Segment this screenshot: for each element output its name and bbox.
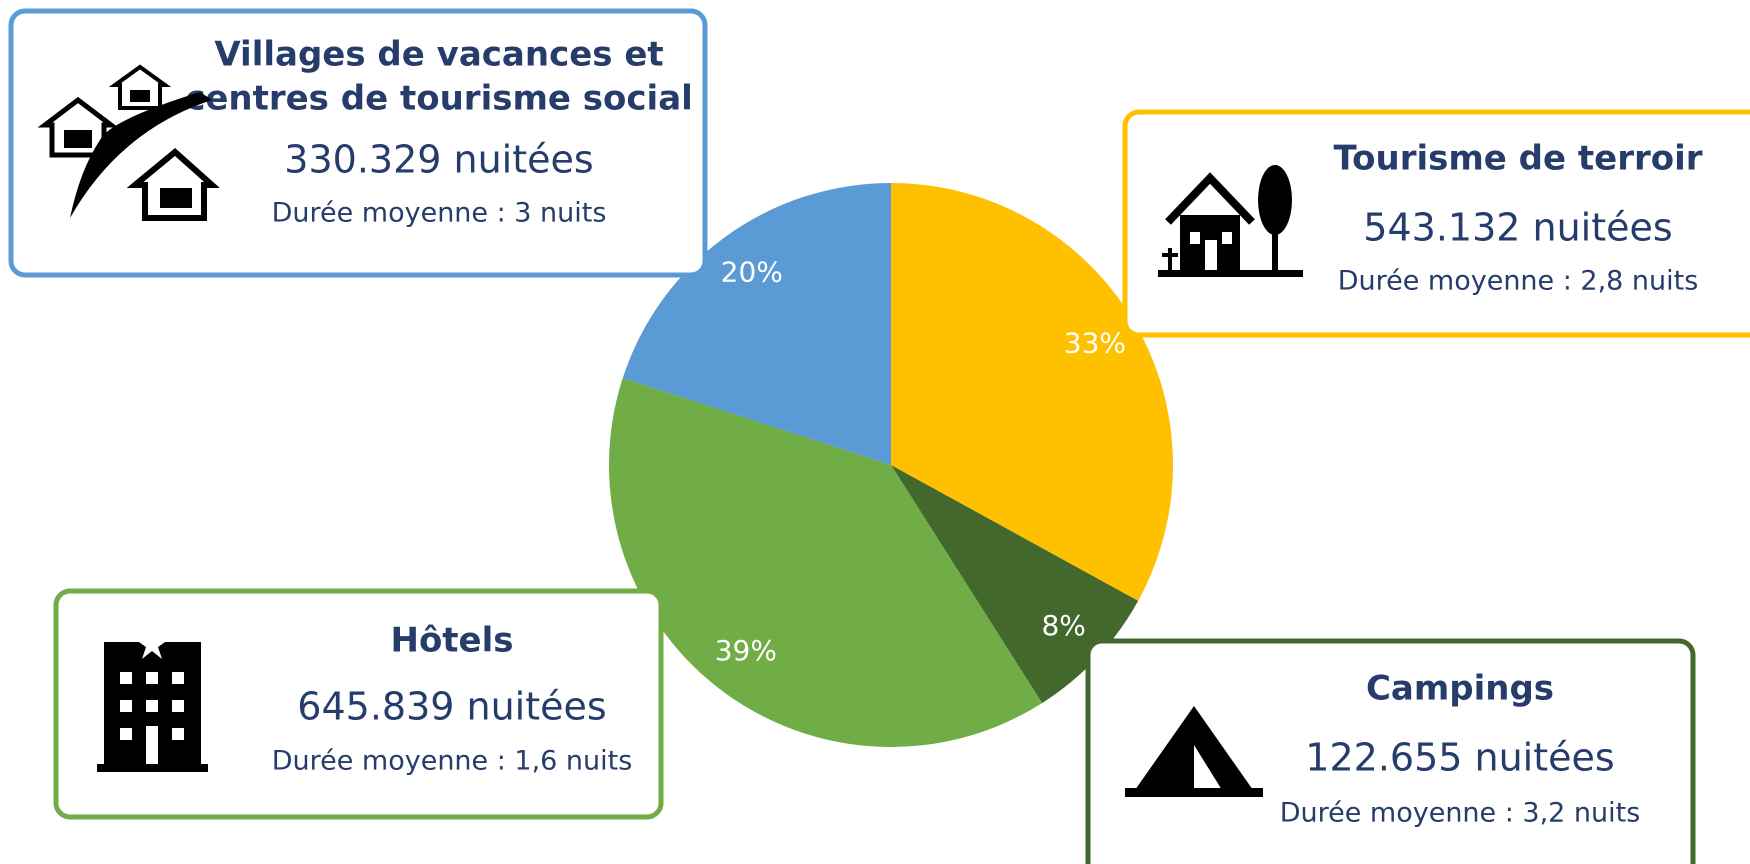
pie-slice — [891, 182, 1173, 601]
card-nights: 645.839 nuitées — [297, 685, 606, 729]
slice-label: 8% — [1041, 609, 1085, 642]
hotel-icon — [97, 628, 208, 772]
slice-label: 20% — [721, 255, 783, 288]
card-title: Hôtels — [390, 621, 513, 661]
pie-slice — [891, 465, 1139, 704]
card — [1085, 638, 1696, 864]
pie-slice — [609, 377, 1043, 747]
card-title: Tourisme de terroir — [1333, 139, 1702, 179]
card — [53, 588, 664, 820]
card-duration: Durée moyenne : 3 nuits — [272, 198, 607, 229]
card-duration: Durée moyenne : 1,6 nuits — [272, 746, 633, 777]
card-title: Campings — [1366, 669, 1554, 709]
village-icon — [37, 64, 220, 221]
card-title: centres de tourisme social — [185, 79, 693, 119]
slice-label: 39% — [715, 634, 777, 667]
card-title: Villages de vacances et — [214, 35, 663, 75]
terroir-icon — [1158, 165, 1303, 277]
icons — [37, 64, 1303, 797]
card-duration: Durée moyenne : 2,8 nuits — [1338, 266, 1699, 297]
card-nights: 122.655 nuitées — [1305, 736, 1614, 780]
pie-slice — [622, 183, 891, 465]
card — [8, 8, 708, 278]
slice-label: 33% — [1064, 326, 1126, 359]
cards: Tourisme de terroir 543.132 nuitées Durée … — [8, 8, 1750, 864]
card-nights: 543.132 nuitées — [1363, 206, 1672, 250]
tent-icon — [1125, 706, 1263, 797]
card-nights: 330.329 nuitées — [284, 138, 593, 182]
pie: 33% 8% 39% 20% — [609, 182, 1173, 747]
card-duration: Durée moyenne : 3,2 nuits — [1280, 798, 1641, 829]
